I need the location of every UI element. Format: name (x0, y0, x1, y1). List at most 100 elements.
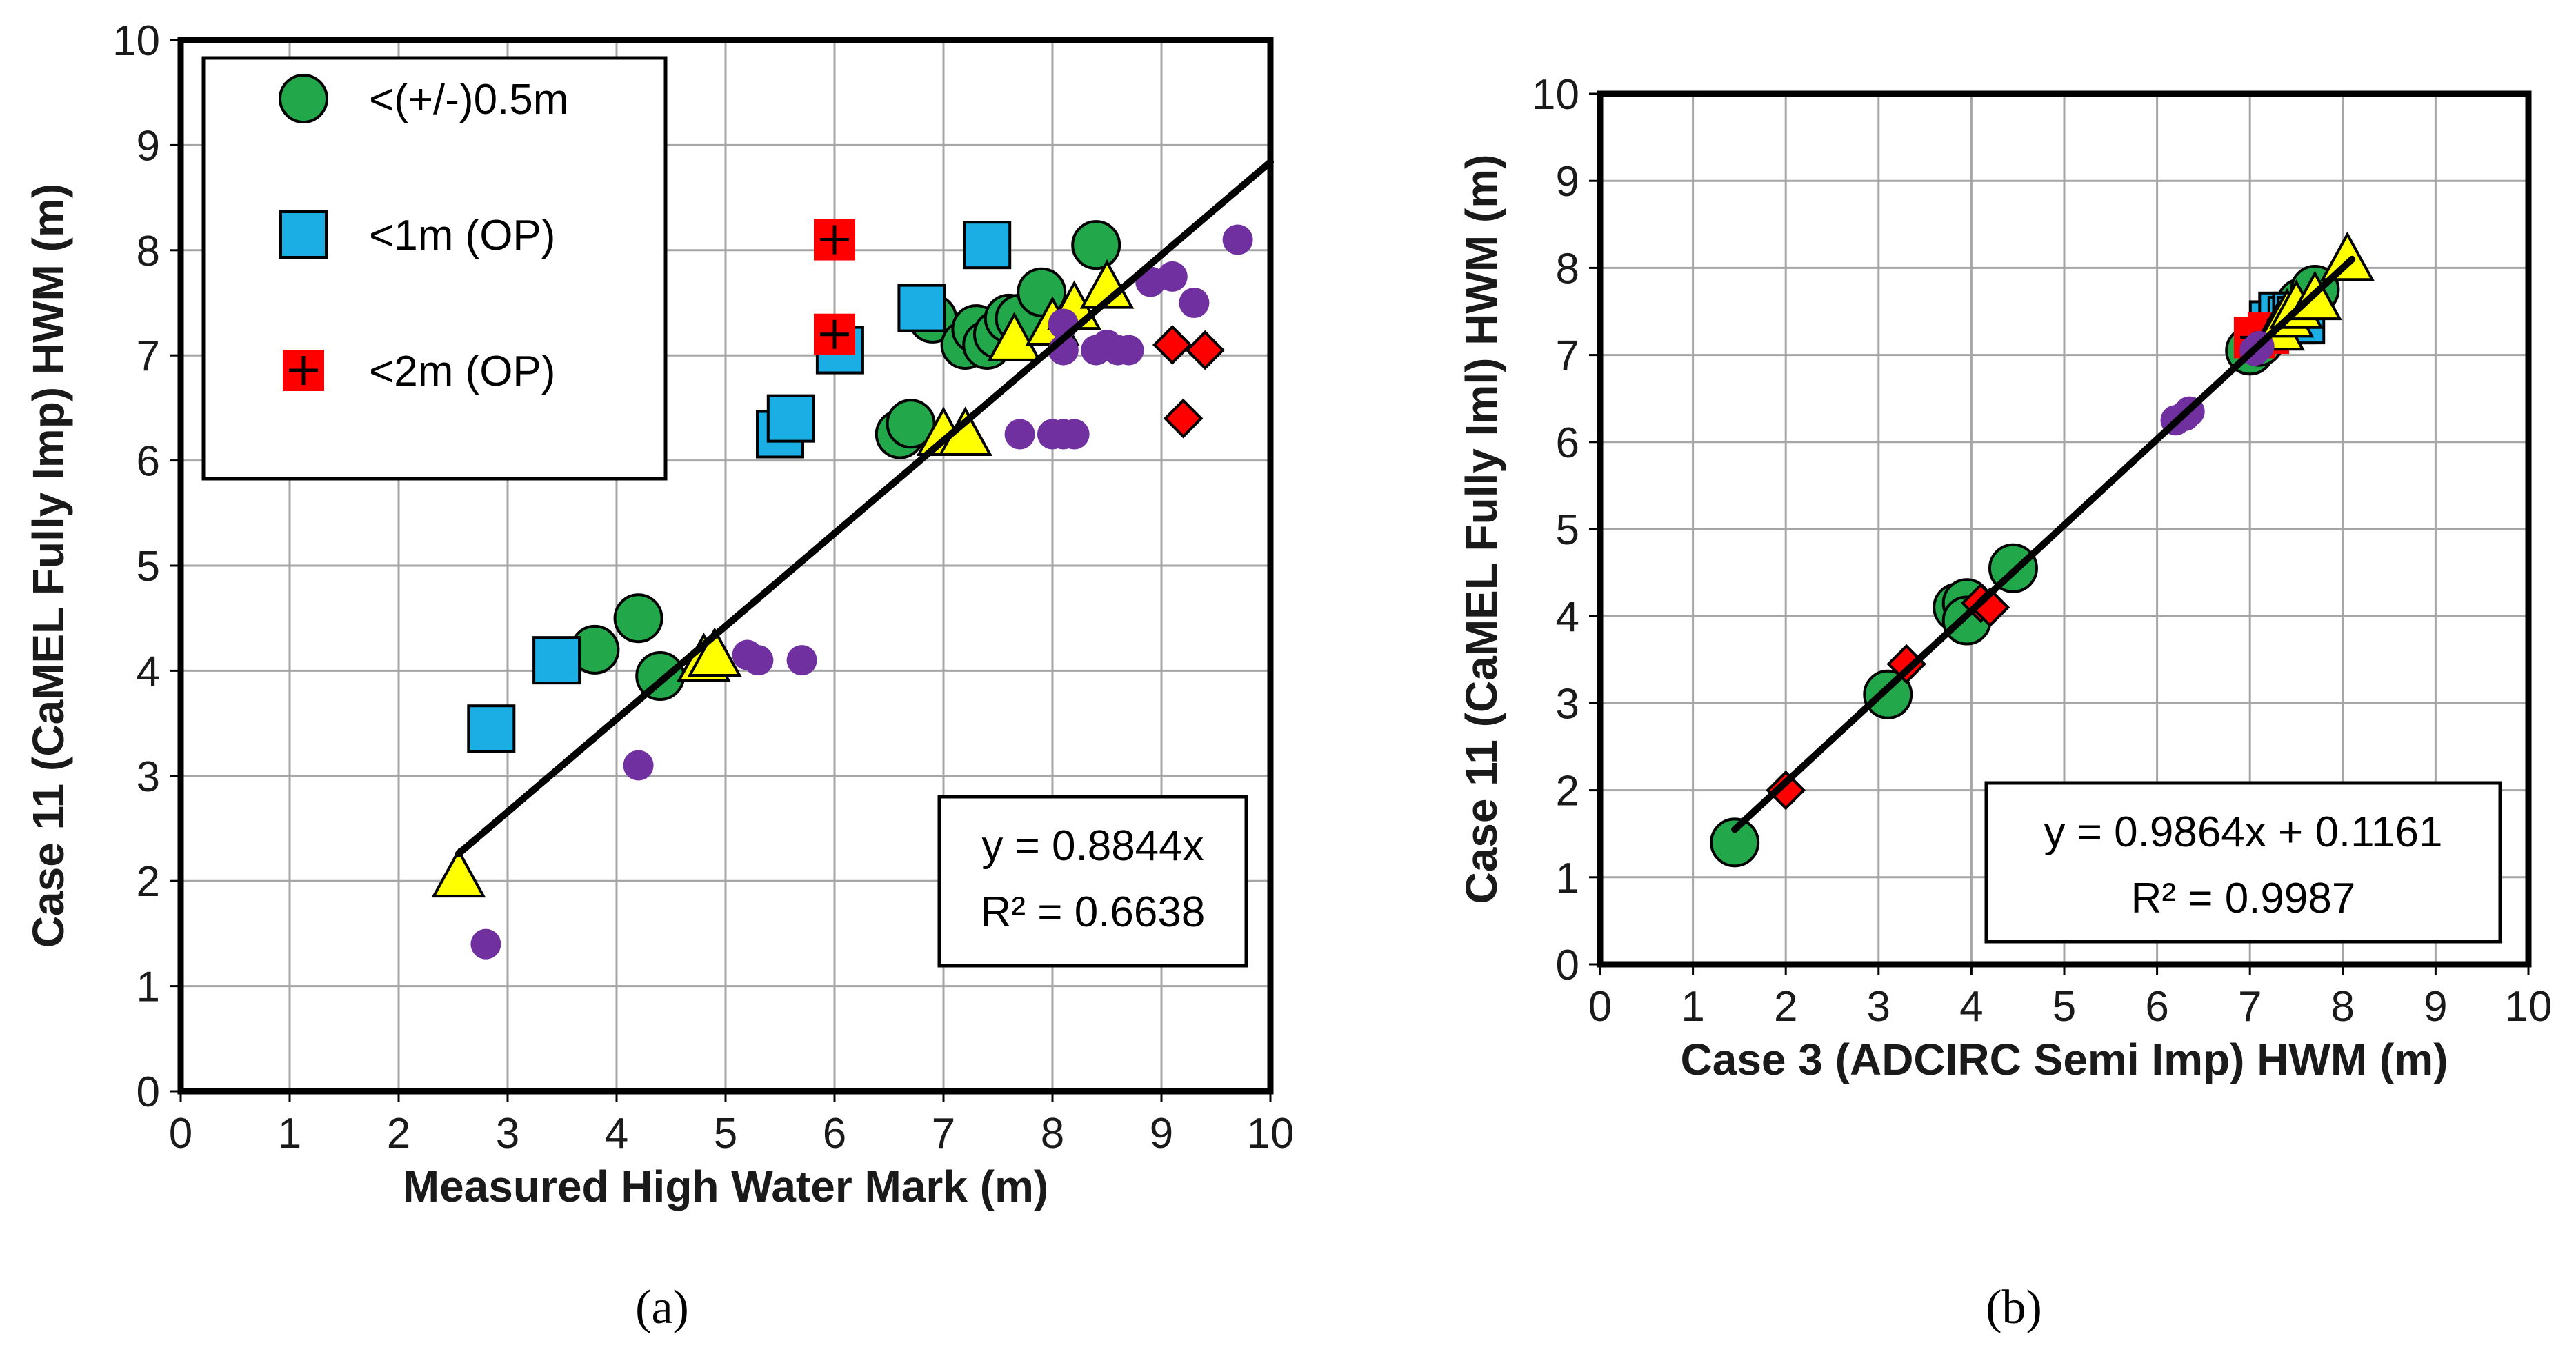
chart-a-y-axis-title: Case 11 (CaMEL Fully Imp) HWM (m) (23, 183, 73, 948)
chart-b-xtick-label: 10 (2505, 983, 2553, 1031)
chart-b-ytick-label: 9 (1556, 158, 1579, 206)
chart-a-xtick-label: 2 (387, 1110, 410, 1157)
chart-b-point (1863, 669, 1913, 719)
chart-a-legend-marker (279, 210, 328, 259)
chart-a-point (1179, 288, 1210, 318)
chart-a-equation-text: y = 0.8844x (981, 822, 1204, 870)
chart-a-legend-label: <1m (OP) (369, 212, 555, 259)
chart-b-caption: (b) (1986, 1281, 2042, 1334)
chart-a-x-axis-title: Measured High Water Mark (m) (403, 1162, 1048, 1211)
chart-a-ytick-label: 3 (137, 753, 160, 801)
chart-a-point (1157, 261, 1188, 292)
chart-b-ytick-label: 3 (1556, 680, 1579, 728)
chart-a-point (786, 645, 817, 676)
chart-b-ytick-label: 5 (1556, 506, 1579, 554)
chart-a-ytick-label: 2 (137, 858, 160, 906)
chart-b-xtick-label: 2 (1774, 983, 1797, 1031)
chart-b-point (1710, 817, 1760, 868)
chart-a-ytick-label: 1 (137, 964, 160, 1011)
chart-a-ytick-label: 8 (137, 228, 160, 275)
chart-b-xtick-label: 9 (2424, 983, 2447, 1031)
chart-a-ytick-label: 0 (137, 1068, 160, 1116)
chart-a-point (687, 627, 742, 677)
chart-a-point (431, 848, 486, 898)
chart-a-xtick-label: 5 (714, 1110, 737, 1157)
chart-a-series-5 (1152, 325, 1226, 439)
chart-b-r2-text: R² = 0.9987 (2131, 875, 2356, 922)
chart-b-ytick-label: 4 (1556, 593, 1579, 641)
chart-a-r2-text: R² = 0.6638 (981, 888, 1206, 936)
chart-a-point (1185, 330, 1226, 370)
chart-a-xtick-label: 1 (278, 1110, 301, 1157)
chart-a-caption: (a) (635, 1281, 689, 1334)
chart-a-legend-entry: <(+/-)0.5m (279, 74, 568, 123)
chart-b-ytick-label: 10 (1532, 71, 1579, 119)
chart-b-point (1766, 770, 1806, 811)
chart-b-ytick-label: 1 (1556, 855, 1579, 902)
chart-a-ytick-label: 7 (137, 332, 160, 380)
chart-a-xtick-label: 8 (1041, 1110, 1064, 1157)
chart-b-xtick-label: 1 (1681, 983, 1704, 1031)
chart-b-ytick-label: 0 (1556, 942, 1579, 989)
chart-a-series-2 (814, 219, 855, 355)
chart-a-equation-box: y = 0.8844x R² = 0.6638 (937, 795, 1248, 968)
chart-a-point (987, 312, 1042, 361)
chart-b: 0 1 2 3 4 5 6 7 8 9 10 0 1 2 3 4 5 6 7 8 9 10 Case 3 (ADCIRC S… (1457, 71, 2552, 1334)
chart-b-y-axis-title: Case 11 (CaMEL Fully Iml) HWM (m) (1457, 155, 1506, 904)
chart-b-equation-text: y = 0.9864x + 0.1161 (2044, 808, 2443, 856)
chart-a-xtick-label: 0 (169, 1110, 192, 1157)
chart-a-equation-frame (937, 795, 1248, 968)
chart-a-point (532, 636, 581, 685)
chart-a-point (1152, 325, 1192, 365)
chart-a-point (1059, 419, 1090, 450)
chart-a-series-4 (470, 224, 1253, 960)
chart-b-xtick-label: 3 (1867, 983, 1890, 1031)
chart-b-xtick-label: 8 (2331, 983, 2355, 1031)
chart-a-point (1004, 419, 1035, 450)
chart-b-plot-frame (1597, 90, 2532, 968)
chart-b-xtick-label: 6 (2145, 983, 2168, 1031)
chart-a-legend-label: <(+/-)0.5m (369, 76, 568, 123)
chart-a-point (766, 394, 815, 443)
chart-a-legend-frame (201, 56, 668, 481)
chart-a-point (1222, 224, 1253, 255)
chart-a-point (1071, 220, 1121, 270)
chart-b-equation-box: y = 0.9864x + 0.1161 R² = 0.9987 (1984, 781, 2502, 944)
chart-b-ytick-label: 8 (1556, 245, 1579, 292)
chart-a-trendline (455, 158, 1274, 857)
chart-a-plot-frame (177, 37, 1274, 1095)
chart-a-xtick-label: 9 (1150, 1110, 1173, 1157)
chart-a-point (1079, 259, 1135, 309)
chart-a-xtick-label: 3 (496, 1110, 519, 1157)
chart-b-ytick-label: 7 (1556, 332, 1579, 380)
chart-b-trendline (1731, 255, 2356, 833)
chart-a-legend: <(+/-)0.5m <1m (OP) <2m (OP) (201, 56, 668, 481)
chart-a-legend-marker (283, 350, 324, 391)
chart-a-point (623, 750, 654, 781)
chart-b-ytick-label: 2 (1556, 768, 1579, 815)
chart-a-point (743, 645, 774, 676)
chart-a-xtick-label: 7 (932, 1110, 955, 1157)
chart-b-xtick-label: 5 (2053, 983, 2076, 1031)
chart-b-ytick-label: 6 (1556, 419, 1579, 467)
chart-a-point (470, 928, 501, 960)
chart-b-xtick-label: 4 (1959, 983, 1983, 1031)
chart-a-point (1113, 335, 1144, 366)
chart-a-point (814, 313, 855, 355)
chart-a-legend-label: <2m (OP) (369, 348, 555, 395)
chart-a-point (613, 593, 663, 644)
chart-a-xtick-label: 10 (1247, 1110, 1295, 1157)
chart-a-xtick-label: 4 (605, 1110, 628, 1157)
chart-b-equation-frame (1984, 781, 2502, 944)
chart-a-point (963, 221, 1012, 270)
chart-b-x-axis-title: Case 3 (ADCIRC Semi Imp) HWM (m) (1681, 1035, 2448, 1084)
chart-a-xtick-label: 6 (823, 1110, 846, 1157)
chart-a-point (1163, 398, 1204, 439)
chart-a-ytick-label: 5 (137, 543, 160, 590)
chart-a-legend-entry: <1m (OP) (279, 210, 555, 259)
chart-b-xtick-label: 0 (1588, 983, 1612, 1031)
chart-b-point (2320, 231, 2375, 281)
chart-a-legend-entry: <2m (OP) (283, 348, 555, 395)
chart-a-point (467, 704, 516, 753)
